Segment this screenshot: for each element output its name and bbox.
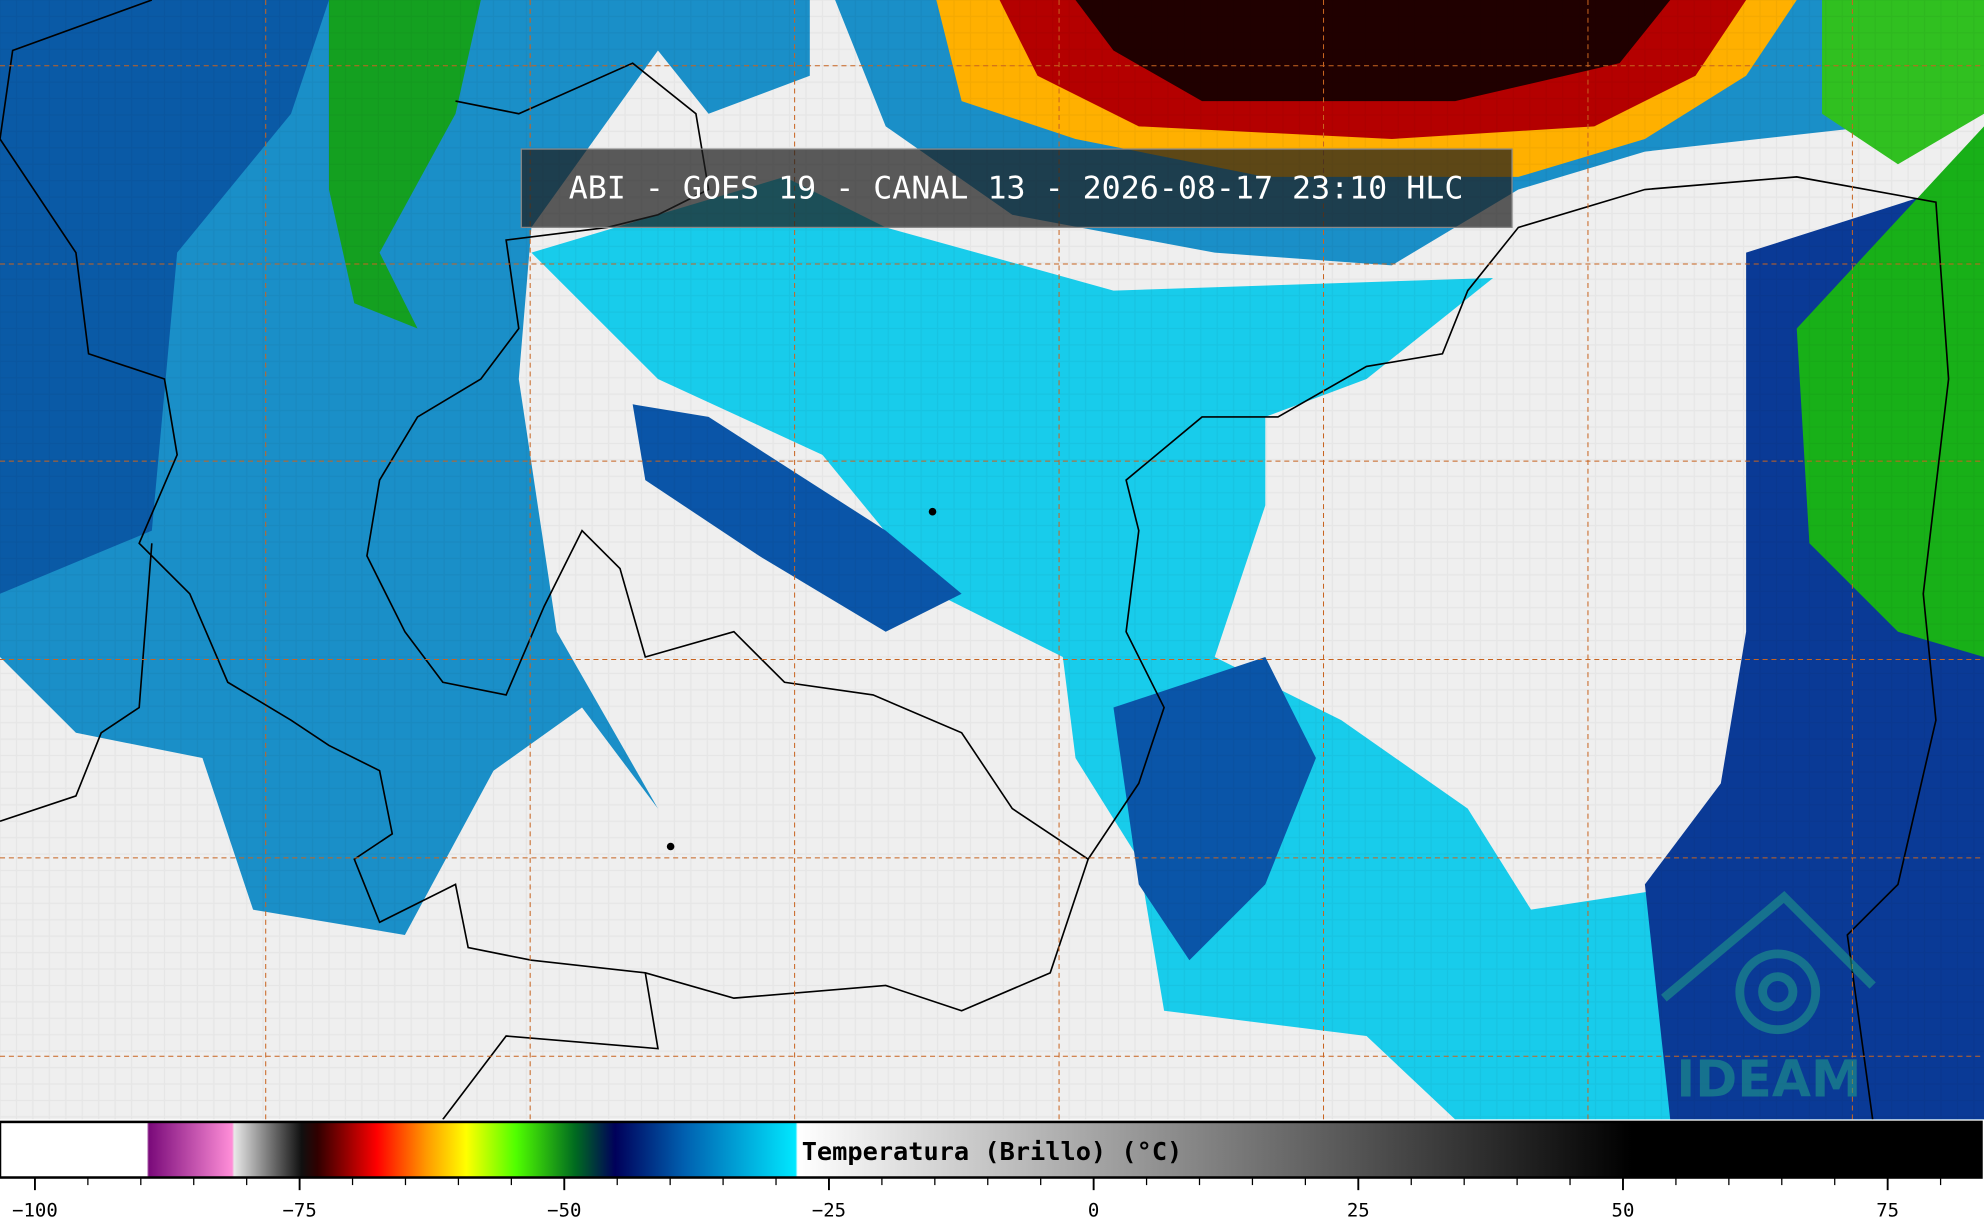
title-box (520, 148, 1513, 229)
colorbar-label: Temperatura (Brillo) (°C) (802, 1137, 1183, 1166)
title: ABI - GOES 19 - CANAL 13 - 2026-08-17 23… (569, 170, 1464, 206)
tick-label: 75 (1876, 1200, 1899, 1222)
tick-label: 0 (1088, 1200, 1099, 1222)
logo-text: IDEAM (1676, 1050, 1861, 1109)
city-dot (666, 842, 675, 851)
tick-label: −75 (282, 1200, 316, 1222)
tick-label: −100 (12, 1200, 58, 1222)
colorbar-ticks: −100 −75 −50 −25 0 25 50 75 (12, 1177, 1942, 1222)
logo: IDEAM (1661, 891, 1876, 1109)
tick-label: 50 (1612, 1200, 1635, 1222)
colorbar (0, 1120, 1983, 1179)
city-dot (928, 507, 937, 516)
tick-label: −50 (547, 1200, 581, 1222)
tick-label: 25 (1347, 1200, 1370, 1222)
tick-label: −25 (812, 1200, 846, 1222)
